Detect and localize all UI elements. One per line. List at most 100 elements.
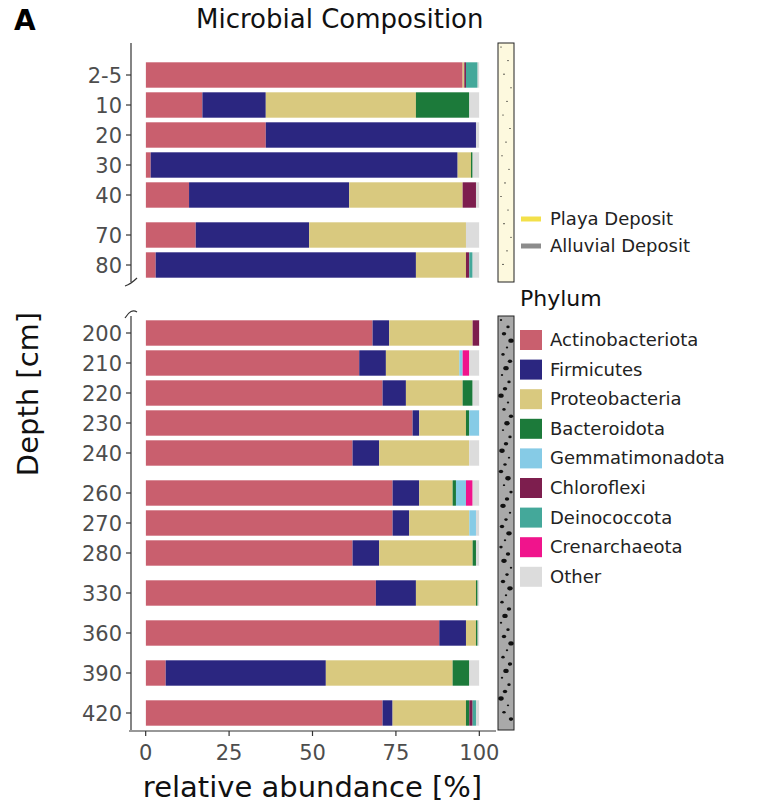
bar-segment: [419, 410, 466, 436]
grain: [504, 182, 505, 183]
grain: [509, 717, 513, 721]
bar-outline: [146, 620, 480, 646]
y-tick: [126, 492, 131, 493]
legend-label: Gemmatimonadota: [550, 447, 725, 468]
grain: [510, 87, 511, 88]
bar-segment: [456, 480, 466, 506]
grain: [501, 677, 503, 679]
grain: [508, 338, 513, 342]
grain: [502, 332, 506, 336]
grain: [507, 402, 509, 404]
grain: [508, 457, 510, 459]
y-tick-label: 420: [82, 702, 122, 726]
grain: [506, 552, 510, 556]
legend-swatch: [520, 360, 542, 380]
y-tick: [126, 392, 131, 393]
legend-swatch: [520, 567, 542, 587]
y-tick: [126, 264, 131, 265]
grain: [505, 573, 508, 576]
grain: [502, 711, 505, 714]
x-tick-label: 50: [299, 741, 326, 765]
bar-segment: [453, 660, 470, 686]
bar-segment: [476, 580, 478, 606]
grain: [502, 114, 503, 115]
bar-segment: [473, 540, 476, 566]
grain: [509, 491, 512, 494]
bar-outline: [146, 62, 480, 88]
grain: [506, 347, 508, 349]
y-tick: [126, 362, 131, 363]
bar-segment: [373, 320, 390, 346]
grain: [504, 442, 508, 446]
legend-swatch: [520, 478, 542, 498]
bar-outline: [146, 700, 480, 726]
y-tick: [126, 422, 131, 423]
legend-swatch: [520, 330, 542, 350]
bar-segment: [473, 700, 476, 726]
bar-segment: [453, 480, 456, 506]
bar-segment: [469, 510, 476, 536]
bar-segment: [469, 660, 479, 686]
grain: [499, 470, 503, 474]
y-tick: [126, 712, 131, 713]
bar-segment: [463, 380, 473, 406]
x-axis-label: relative abundance [%]: [143, 770, 482, 804]
bar-segment: [349, 182, 462, 208]
bar-outline: [146, 92, 480, 118]
grain: [501, 155, 502, 156]
y-tick-label: 360: [82, 622, 122, 646]
bar-segment: [413, 410, 420, 436]
bar-segment: [463, 62, 465, 88]
bar-segment: [406, 380, 463, 406]
bar-segment: [196, 222, 309, 248]
bar-segment: [469, 700, 472, 726]
bar-segment: [146, 440, 353, 466]
x-tick-label: 0: [139, 741, 152, 765]
grain: [507, 607, 511, 611]
bar-segment: [466, 620, 476, 646]
bar-segment: [393, 510, 410, 536]
y-tick: [126, 452, 131, 453]
bar-outline: [146, 510, 480, 536]
y-tick-label: 330: [82, 582, 122, 606]
grain: [499, 449, 504, 453]
bar-segment: [409, 510, 469, 536]
bar-segment: [146, 62, 463, 88]
bar-segment: [476, 700, 479, 726]
bar-segment: [383, 700, 393, 726]
bar-segment: [202, 92, 265, 118]
grain: [504, 421, 509, 425]
legend-swatch: [520, 537, 542, 557]
grain: [507, 704, 509, 706]
grain: [507, 60, 508, 61]
bar-segment: [466, 252, 469, 278]
bar-segment: [146, 410, 413, 436]
grain: [507, 209, 508, 210]
bar-segment: [151, 152, 458, 178]
bar-segment: [393, 480, 420, 506]
y-tick-label: 20: [95, 124, 122, 148]
bar-segment: [266, 122, 476, 148]
y-tick-label: 220: [82, 382, 122, 406]
legend-label: Playa Deposit: [550, 208, 673, 229]
bar-segment: [466, 410, 469, 436]
y-tick: [126, 552, 131, 553]
grain: [503, 484, 505, 486]
y-tick: [126, 74, 131, 75]
y-tick: [126, 522, 131, 523]
legend-label: Firmicutes: [550, 359, 642, 380]
bar-outline: [146, 222, 480, 248]
y-tick-label: 230: [82, 412, 122, 436]
x-tick: [312, 731, 313, 736]
x-tick-label: 25: [216, 741, 243, 765]
bar-segment: [476, 510, 479, 536]
bar-segment: [146, 122, 266, 148]
x-tick: [145, 731, 146, 736]
grain: [500, 622, 502, 624]
y-tick-label: 2-5: [88, 64, 122, 88]
bar-segment: [146, 252, 156, 278]
bar-outline: [146, 480, 480, 506]
grain: [500, 601, 503, 604]
bar-segment: [469, 252, 472, 278]
bar-segment: [476, 182, 479, 208]
